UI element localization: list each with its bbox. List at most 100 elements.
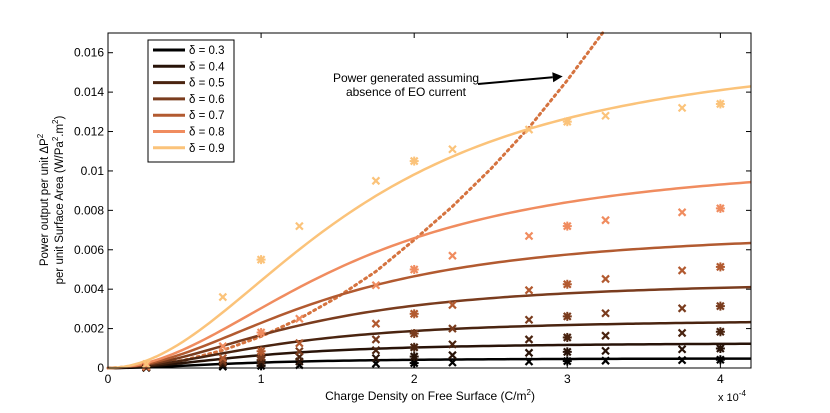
legend-label-0.6: δ = 0.6: [189, 94, 225, 106]
legend-label-0.3: δ = 0.3: [189, 45, 225, 57]
data-point-0.7: [218, 353, 228, 363]
y-tick-label: 0: [97, 361, 104, 375]
data-point-0.5: [524, 335, 534, 344]
data-point-0.8: [218, 342, 228, 351]
data-point-stroke: [448, 144, 457, 154]
data-point-0.9: [409, 156, 419, 166]
data-point-stroke: [524, 348, 534, 358]
data-point-stroke: [601, 331, 610, 340]
data-point-0.3: [524, 357, 534, 366]
data-point-0.7: [601, 274, 610, 284]
data-point-stroke: [371, 335, 381, 344]
data-point-0.8: [715, 203, 725, 213]
data-point-0.9: [218, 292, 228, 302]
data-point-0.5: [677, 328, 687, 338]
data-point-0.8: [409, 264, 419, 274]
data-point-0.9: [371, 176, 381, 186]
legend: δ = 0.3 δ = 0.4 δ = 0.5 δ = 0.6 δ = 0.7 δ = 0…: [147, 39, 235, 163]
series-curve-0.5: [107, 320, 752, 370]
y-tick-label: 0.012: [74, 125, 104, 139]
data-point-0.4: [371, 353, 381, 363]
data-point-0.8: [256, 328, 266, 338]
data-point-0.7: [677, 266, 687, 275]
annotation-arrow: [477, 76, 553, 85]
data-point-0.9: [141, 359, 151, 369]
data-point-0.9: [601, 111, 610, 121]
legend-label-0.8: δ = 0.8: [189, 127, 225, 139]
data-point-stroke: [141, 359, 151, 369]
data-point-0.7: [295, 338, 304, 348]
annotation: Power generated assuming absence of EO c…: [333, 71, 563, 99]
data-point-0.5: [371, 345, 381, 355]
data-point-stroke: [218, 356, 228, 366]
data-point-0.8: [295, 314, 304, 324]
data-point-0.8: [562, 221, 572, 231]
x-axis-label: Charge Density on Free Surface (C/m2): [325, 388, 535, 403]
y-tick-label: 0.016: [74, 46, 104, 60]
series-curve-0.4: [107, 342, 752, 370]
x-tick-label: 2: [411, 372, 418, 386]
legend-label-0.5: δ = 0.5: [189, 78, 225, 90]
data-point-0.8: [448, 251, 457, 260]
data-point-0.9: [562, 117, 572, 127]
data-point-0.9: [715, 99, 725, 109]
data-point-stroke: [601, 356, 610, 365]
data-point-0.7: [448, 300, 457, 310]
data-point-0.6: [562, 311, 572, 321]
data-point-stroke: [677, 345, 687, 354]
data-point-0.6: [715, 301, 725, 311]
data-point-stroke: [371, 353, 381, 363]
data-point-0.6: [524, 315, 534, 324]
data-point-stroke: [677, 304, 687, 313]
y-tick-label: 0.008: [74, 203, 104, 217]
data-point-stroke: [448, 358, 457, 367]
series-curve-0.9: [107, 85, 752, 370]
data-point-0.3: [601, 356, 610, 365]
data-point-stroke: [677, 266, 687, 275]
data-point-0.6: [295, 346, 304, 356]
data-point-0.4: [524, 348, 534, 358]
data-point-0.9: [524, 125, 534, 134]
data-point-0.8: [524, 231, 534, 241]
y-tick-label: 0.006: [74, 243, 104, 257]
legend-label-0.4: δ = 0.4: [189, 61, 225, 73]
data-point-0.8: [371, 280, 381, 290]
data-point-stroke: [218, 353, 228, 363]
data-point-0.4: [409, 352, 419, 362]
data-point-stroke: [448, 340, 457, 349]
data-point-stroke: [524, 231, 534, 241]
data-point-0.5: [601, 331, 610, 340]
annotation-line2: absence of EO current: [346, 85, 467, 99]
data-point-0.4: [715, 343, 725, 353]
data-point-stroke: [524, 315, 534, 324]
data-point-stroke: [601, 111, 610, 121]
series-curve-0.8: [107, 180, 752, 370]
data-point-0.6: [218, 356, 228, 366]
x-axis-multiplier: x 10-4: [718, 389, 746, 404]
data-point-0.8: [601, 215, 610, 225]
data-point-0.5: [715, 327, 725, 337]
data-point-stroke: [295, 314, 304, 324]
data-point-0.9: [448, 144, 457, 154]
plot-frame: [107, 32, 752, 369]
data-point-stroke: [295, 338, 304, 348]
y-axis-label-line2: per unit Surface Area (W/Pa2.m2): [51, 115, 66, 284]
data-point-stroke: [677, 103, 687, 113]
data-point-stroke: [295, 346, 304, 356]
legend-label-0.7: δ = 0.7: [189, 110, 225, 122]
data-point-0.8: [677, 208, 687, 217]
x-tick-label: 0: [105, 372, 112, 386]
data-point-0.9: [295, 221, 304, 231]
data-point-stroke: [448, 251, 457, 260]
data-point-0.6: [448, 324, 457, 333]
data-point-stroke: [524, 285, 534, 295]
data-point-stroke: [218, 342, 228, 351]
y-axis-label-line1: Power output per unit ΔP2: [36, 133, 51, 266]
data-point-0.4: [601, 346, 610, 356]
data-point-stroke: [601, 308, 610, 318]
series-curve-0.6: [107, 285, 752, 370]
data-point-0.6: [677, 304, 687, 313]
data-point-stroke: [601, 274, 610, 284]
data-point-stroke: [524, 125, 534, 134]
